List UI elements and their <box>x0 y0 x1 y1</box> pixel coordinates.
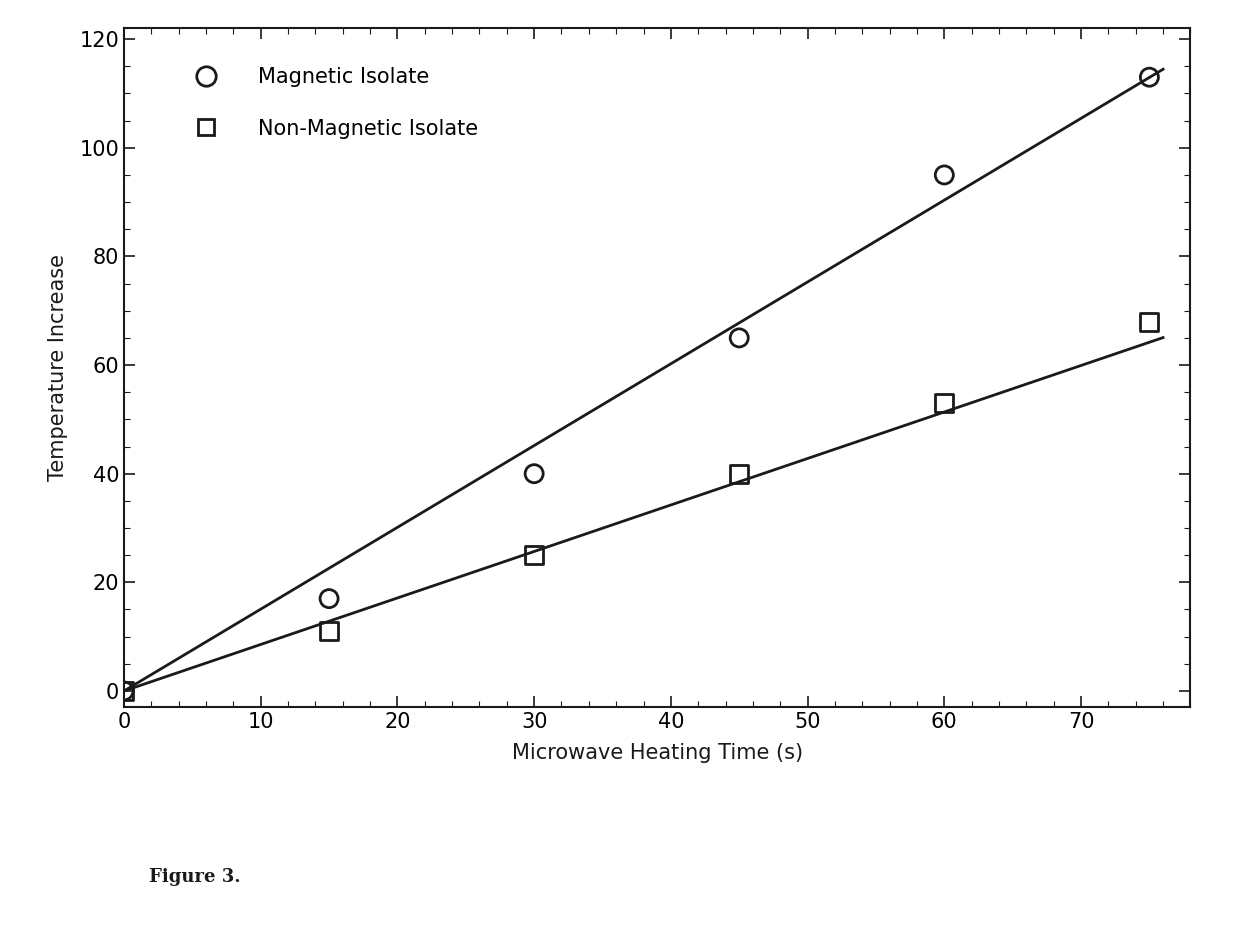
Text: Figure 3.: Figure 3. <box>149 869 241 886</box>
Point <box>1140 314 1159 329</box>
Point <box>935 168 955 183</box>
Y-axis label: Temperature Increase: Temperature Increase <box>48 255 68 481</box>
Point <box>319 623 339 638</box>
Point <box>525 466 544 481</box>
Legend: Magnetic Isolate, Non-Magnetic Isolate: Magnetic Isolate, Non-Magnetic Isolate <box>177 59 487 147</box>
Point <box>935 395 955 410</box>
Point <box>729 466 749 481</box>
Point <box>525 548 544 563</box>
Point <box>729 330 749 345</box>
Point <box>1140 70 1159 85</box>
Point <box>114 684 134 699</box>
Point <box>319 591 339 606</box>
Point <box>114 684 134 699</box>
X-axis label: Microwave Heating Time (s): Microwave Heating Time (s) <box>512 743 802 763</box>
